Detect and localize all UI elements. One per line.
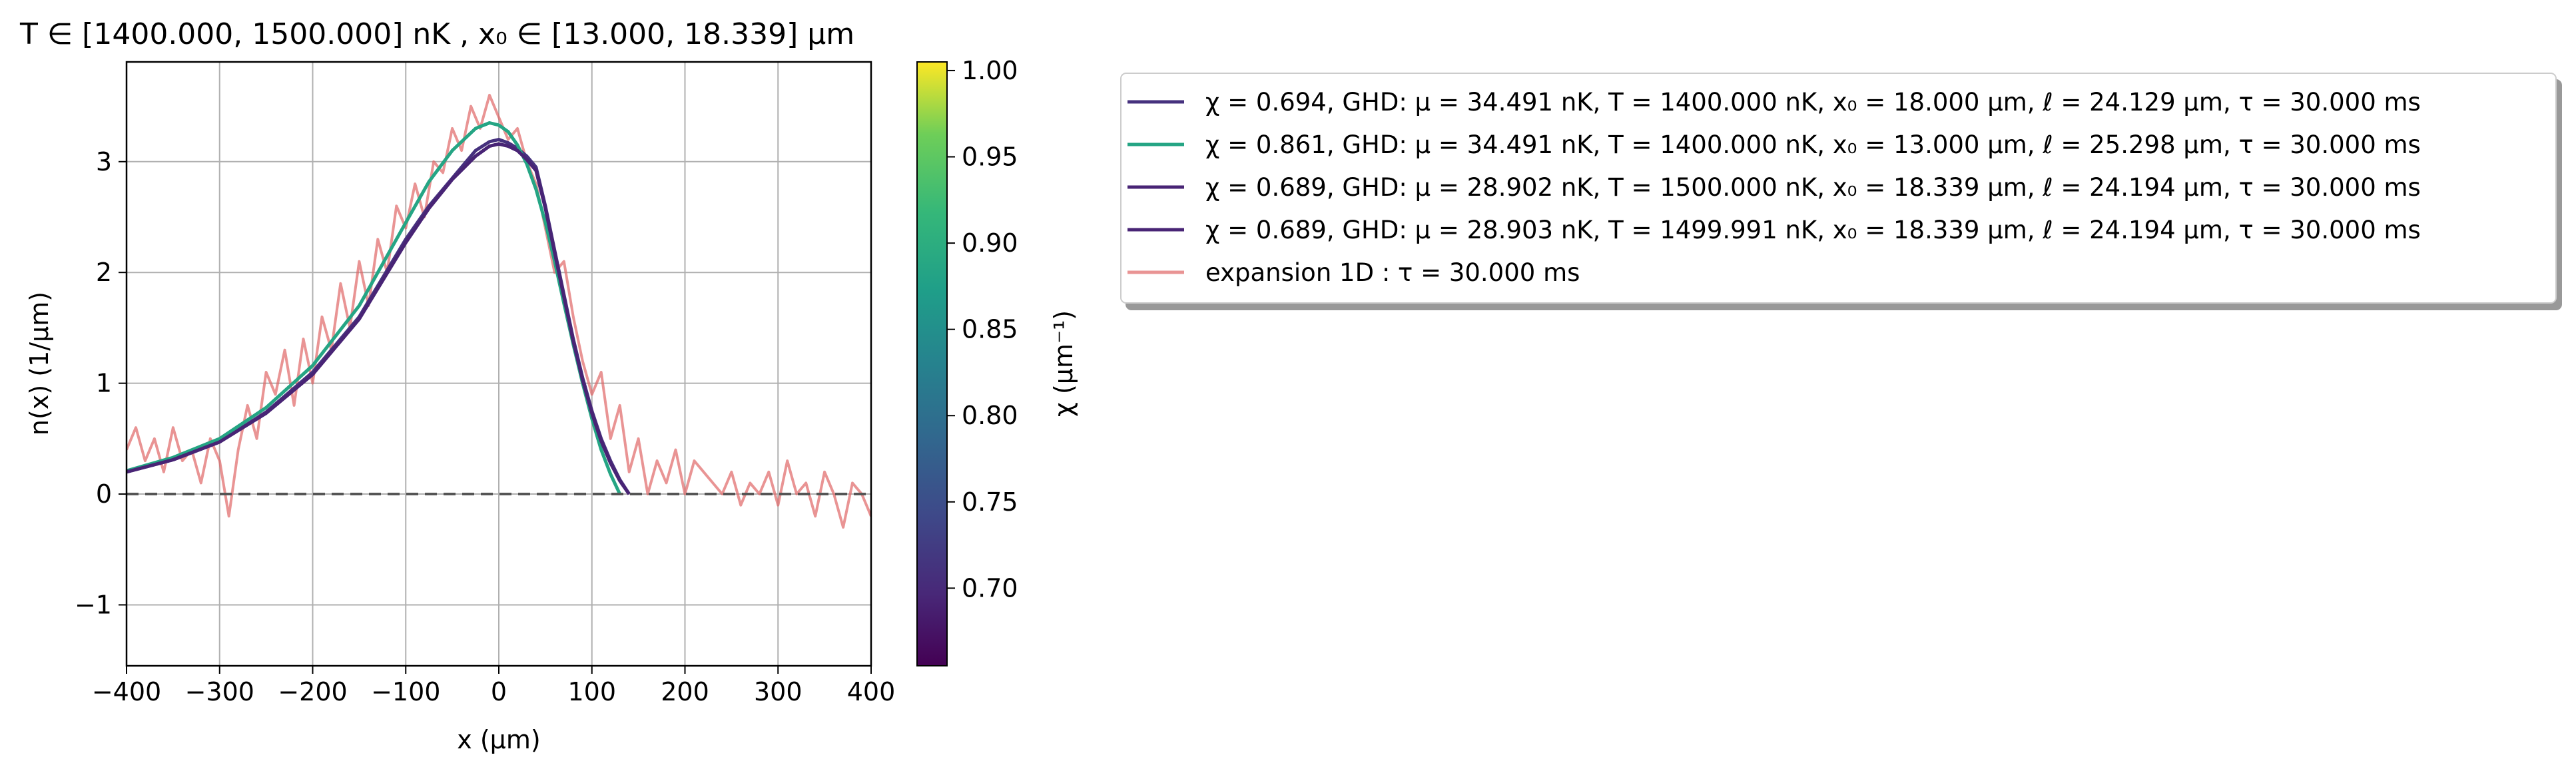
x-tick-label: 400 [847, 677, 896, 706]
y-tick-label: −1 [75, 590, 112, 619]
y-axis-label: n(x) (1/μm) [25, 292, 54, 435]
series-group [127, 93, 871, 529]
colorbar-tick-label: 1.00 [962, 56, 1018, 85]
x-axis-label: x (μm) [457, 725, 540, 754]
colorbar-tick-label: 0.85 [962, 315, 1018, 344]
x-tick-label: 0 [491, 677, 507, 706]
x-tick-label: −300 [185, 677, 254, 706]
colorbar [916, 61, 948, 666]
colorbar-tick-label: 0.75 [962, 487, 1018, 517]
x-tick-label: 200 [661, 677, 709, 706]
legend-label-0: χ = 0.694, GHD: μ = 34.491 nK, T = 1400.… [1205, 88, 2421, 117]
y-tick-label: 2 [96, 258, 112, 287]
colorbar-tick-label: 0.90 [962, 228, 1018, 258]
legend-label-3: χ = 0.689, GHD: μ = 28.903 nK, T = 1499.… [1205, 216, 2421, 244]
colorbar-ticks: 0.70 0.75 0.80 0.85 0.90 0.95 1.00 [947, 56, 1018, 603]
colorbar-label: χ (μm⁻¹) [1049, 310, 1078, 417]
x-tick-label: −400 [92, 677, 161, 706]
colorbar-tick-label: 0.95 [962, 142, 1018, 172]
y-tick-label: 1 [96, 369, 112, 398]
legend-box [1120, 73, 2557, 304]
chart-title: T ∈ [1400.000, 1500.000] nK , x₀ ∈ [13.0… [19, 17, 854, 51]
series-line-3 [127, 142, 631, 495]
colorbar-tick-label: 0.80 [962, 401, 1018, 430]
legend-label-2: χ = 0.689, GHD: μ = 28.902 nK, T = 1500.… [1205, 173, 2421, 202]
y-tick-label: 3 [96, 147, 112, 176]
x-tick-label: 100 [567, 677, 616, 706]
colorbar-tick-label: 0.70 [962, 573, 1018, 603]
legend: χ = 0.694, GHD: μ = 34.491 nK, T = 1400.… [1120, 73, 2557, 304]
x-ticks: −400 −300 −200 −100 0 100 200 300 400 [92, 666, 895, 706]
y-ticks: −1 0 1 2 3 [75, 147, 127, 619]
legend-label-1: χ = 0.861, GHD: μ = 34.491 nK, T = 1400.… [1205, 130, 2421, 159]
x-tick-label: 300 [754, 677, 803, 706]
x-tick-label: −100 [371, 677, 440, 706]
x-tick-label: −200 [278, 677, 347, 706]
legend-label-4: expansion 1D : τ = 30.000 ms [1205, 258, 1580, 287]
y-tick-label: 0 [96, 479, 112, 509]
